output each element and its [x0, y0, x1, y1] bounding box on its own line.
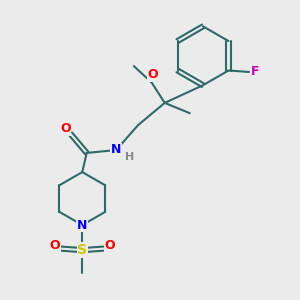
- Text: F: F: [251, 65, 260, 79]
- Text: O: O: [105, 238, 115, 252]
- Text: H: H: [125, 152, 134, 162]
- Text: N: N: [111, 143, 121, 157]
- Text: O: O: [49, 238, 60, 252]
- Text: O: O: [148, 68, 158, 81]
- Text: N: N: [77, 219, 88, 232]
- Text: O: O: [60, 122, 70, 135]
- Text: S: S: [77, 243, 87, 257]
